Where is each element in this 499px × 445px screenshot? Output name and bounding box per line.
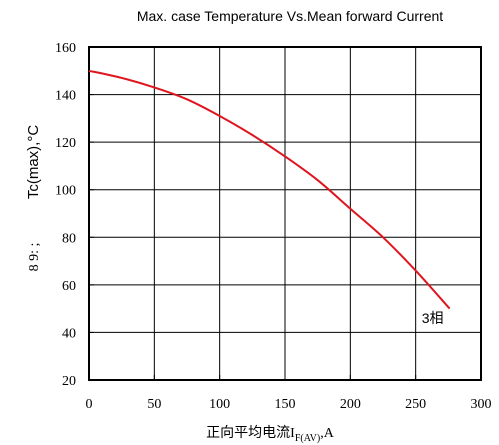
annotation-layer: 3相 (422, 310, 444, 326)
x-tick-label-6: 300 (471, 397, 492, 412)
x-tick-label-0: 0 (86, 397, 93, 412)
y-tick-label-1: 40 (62, 326, 76, 341)
y-tick-label-5: 120 (55, 136, 76, 151)
annotation-label-0: 3相 (422, 310, 444, 326)
y-tick-label-2: 60 (62, 279, 76, 294)
x-tick-label-2: 100 (209, 397, 230, 412)
y-tick-label-7: 160 (55, 41, 76, 56)
x-axis-label: 正向平均电流IF(AV),A (206, 425, 335, 444)
y-tick-label-4: 100 (55, 184, 76, 199)
y-tick-label-6: 140 (55, 89, 76, 104)
x-tick-label-4: 200 (340, 397, 361, 412)
x-axis-label-subscript: F(AV) (295, 433, 320, 444)
series-layer (88, 69, 451, 310)
y-axis-label: Tc(max),°C (25, 125, 42, 199)
x-tick-label-3: 150 (275, 397, 296, 412)
x-tick-label-1: 50 (147, 397, 161, 412)
grid-lines (88, 46, 482, 381)
x-tick-labels: 0 50 100 150 200 250 300 (86, 375, 492, 412)
series-line-0 (88, 69, 451, 310)
y-axis-label-extra: 8 9: ; (27, 243, 42, 272)
y-tick-label-0: 20 (62, 374, 76, 389)
x-axis-label-suffix: ,A (320, 426, 335, 441)
chart-title: Max. case Temperature Vs.Mean forward Cu… (137, 8, 443, 24)
x-axis-label-main: 正向平均电流I (206, 425, 295, 441)
y-tick-labels: 20 40 60 80 100 120 140 160 (55, 41, 94, 389)
x-tick-label-5: 250 (405, 397, 426, 412)
y-tick-label-3: 80 (62, 231, 76, 246)
